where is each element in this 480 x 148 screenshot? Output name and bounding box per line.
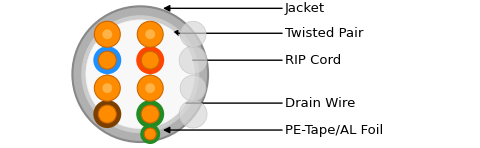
Circle shape [145,29,155,39]
Circle shape [140,124,160,144]
Circle shape [180,75,206,101]
Circle shape [84,18,196,130]
Circle shape [95,75,120,101]
Circle shape [98,51,116,69]
Circle shape [72,6,208,142]
Text: RIP Cord: RIP Cord [163,54,341,67]
Circle shape [95,21,120,47]
Circle shape [102,83,112,93]
Circle shape [136,100,164,128]
Circle shape [179,46,207,74]
Circle shape [145,83,155,93]
Circle shape [93,100,121,128]
Circle shape [98,105,116,123]
Text: Drain Wire: Drain Wire [172,97,355,110]
Circle shape [136,46,164,74]
Circle shape [86,20,194,128]
Circle shape [141,105,159,123]
Text: Twisted Pair: Twisted Pair [172,27,363,40]
Circle shape [137,21,163,47]
Circle shape [102,29,112,39]
Text: PE-Tape/AL Foil: PE-Tape/AL Foil [165,124,383,137]
Circle shape [179,100,207,128]
Circle shape [144,128,156,140]
Circle shape [141,51,159,69]
Circle shape [180,21,206,47]
Text: Jacket: Jacket [165,2,325,15]
Circle shape [93,46,121,74]
Circle shape [137,75,163,101]
